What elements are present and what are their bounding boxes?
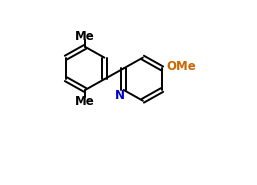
Text: OMe: OMe xyxy=(166,60,196,73)
Text: Me: Me xyxy=(75,30,95,43)
Text: Me: Me xyxy=(75,95,95,108)
Text: N: N xyxy=(115,89,125,102)
